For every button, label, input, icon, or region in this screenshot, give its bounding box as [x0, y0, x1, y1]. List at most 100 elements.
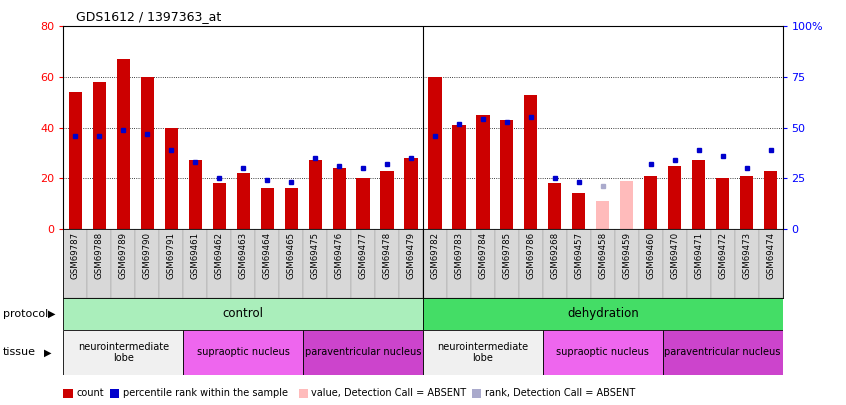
Bar	[596, 201, 609, 229]
Text: GSM69474: GSM69474	[766, 232, 775, 279]
Bar	[63, 298, 423, 330]
Bar	[525, 95, 537, 229]
Text: neurointermediate
lobe: neurointermediate lobe	[437, 341, 529, 363]
Text: tissue: tissue	[3, 347, 36, 357]
Text: ▶: ▶	[44, 347, 52, 357]
Text: GSM69461: GSM69461	[191, 232, 200, 279]
Text: neurointermediate
lobe: neurointermediate lobe	[78, 341, 169, 363]
Bar	[184, 330, 303, 375]
Text: GSM69784: GSM69784	[479, 232, 487, 279]
Bar	[591, 229, 615, 298]
Text: GSM69479: GSM69479	[407, 232, 415, 279]
Bar	[711, 229, 734, 298]
Bar	[567, 229, 591, 298]
Bar	[615, 229, 639, 298]
Bar	[662, 229, 687, 298]
Text: GSM69462: GSM69462	[215, 232, 223, 279]
Bar	[644, 176, 657, 229]
Bar	[117, 59, 130, 229]
Bar	[428, 77, 442, 229]
Text: GSM69268: GSM69268	[551, 232, 559, 279]
Bar	[543, 229, 567, 298]
Bar	[332, 168, 346, 229]
Bar	[255, 229, 279, 298]
Bar	[662, 330, 783, 375]
Bar	[284, 188, 298, 229]
Bar	[453, 125, 465, 229]
Bar	[93, 82, 106, 229]
Text: control: control	[222, 307, 264, 320]
Bar	[279, 229, 303, 298]
Bar	[423, 229, 447, 298]
Bar	[356, 178, 370, 229]
Bar	[87, 229, 112, 298]
Bar	[135, 229, 159, 298]
Text: GSM69457: GSM69457	[574, 232, 583, 279]
Text: GSM69786: GSM69786	[526, 232, 536, 279]
Text: GSM69790: GSM69790	[143, 232, 151, 279]
Text: supraoptic nucleus: supraoptic nucleus	[557, 347, 649, 357]
Bar	[212, 183, 226, 229]
Bar	[261, 188, 274, 229]
Bar	[351, 229, 375, 298]
Text: percentile rank within the sample: percentile rank within the sample	[123, 388, 288, 398]
Bar	[471, 229, 495, 298]
Bar	[112, 229, 135, 298]
Bar	[759, 229, 783, 298]
Bar	[303, 229, 327, 298]
Bar	[668, 166, 681, 229]
Bar	[687, 229, 711, 298]
Text: dehydration: dehydration	[567, 307, 639, 320]
Bar	[740, 176, 753, 229]
Bar	[764, 171, 777, 229]
Bar	[423, 330, 543, 375]
Bar	[716, 178, 729, 229]
Text: rank, Detection Call = ABSENT: rank, Detection Call = ABSENT	[485, 388, 635, 398]
Text: supraoptic nucleus: supraoptic nucleus	[197, 347, 289, 357]
Text: GSM69463: GSM69463	[239, 232, 248, 279]
Bar	[692, 160, 706, 229]
Bar	[184, 229, 207, 298]
Bar	[303, 330, 423, 375]
Text: GSM69475: GSM69475	[310, 232, 320, 279]
Bar	[548, 183, 562, 229]
Bar	[500, 120, 514, 229]
Bar	[620, 181, 634, 229]
Text: paraventricular nucleus: paraventricular nucleus	[305, 347, 421, 357]
Bar	[63, 229, 87, 298]
Bar	[543, 330, 662, 375]
Bar	[399, 229, 423, 298]
Bar	[495, 229, 519, 298]
Text: GSM69783: GSM69783	[454, 232, 464, 279]
Text: GSM69459: GSM69459	[623, 232, 631, 279]
Bar	[69, 92, 82, 229]
Bar	[207, 229, 231, 298]
Text: GSM69791: GSM69791	[167, 232, 176, 279]
Text: count: count	[76, 388, 104, 398]
Text: GSM69464: GSM69464	[263, 232, 272, 279]
Bar	[309, 160, 321, 229]
Bar	[375, 229, 399, 298]
Bar	[327, 229, 351, 298]
Bar	[63, 330, 184, 375]
Text: GSM69782: GSM69782	[431, 232, 439, 279]
Text: value, Detection Call = ABSENT: value, Detection Call = ABSENT	[311, 388, 466, 398]
Bar	[572, 194, 585, 229]
Bar	[404, 158, 418, 229]
Text: GSM69465: GSM69465	[287, 232, 295, 279]
Text: GSM69478: GSM69478	[382, 232, 392, 279]
Bar	[381, 171, 393, 229]
Text: GSM69473: GSM69473	[742, 232, 751, 279]
Bar	[423, 298, 783, 330]
Text: GSM69788: GSM69788	[95, 232, 104, 279]
Bar	[237, 173, 250, 229]
Text: GSM69789: GSM69789	[119, 232, 128, 279]
Text: paraventricular nucleus: paraventricular nucleus	[664, 347, 781, 357]
Text: GSM69471: GSM69471	[695, 232, 703, 279]
Text: GSM69477: GSM69477	[359, 232, 367, 279]
Text: protocol: protocol	[3, 309, 47, 319]
Bar	[231, 229, 255, 298]
Text: GSM69476: GSM69476	[335, 232, 343, 279]
Bar	[447, 229, 471, 298]
Text: GSM69785: GSM69785	[503, 232, 511, 279]
